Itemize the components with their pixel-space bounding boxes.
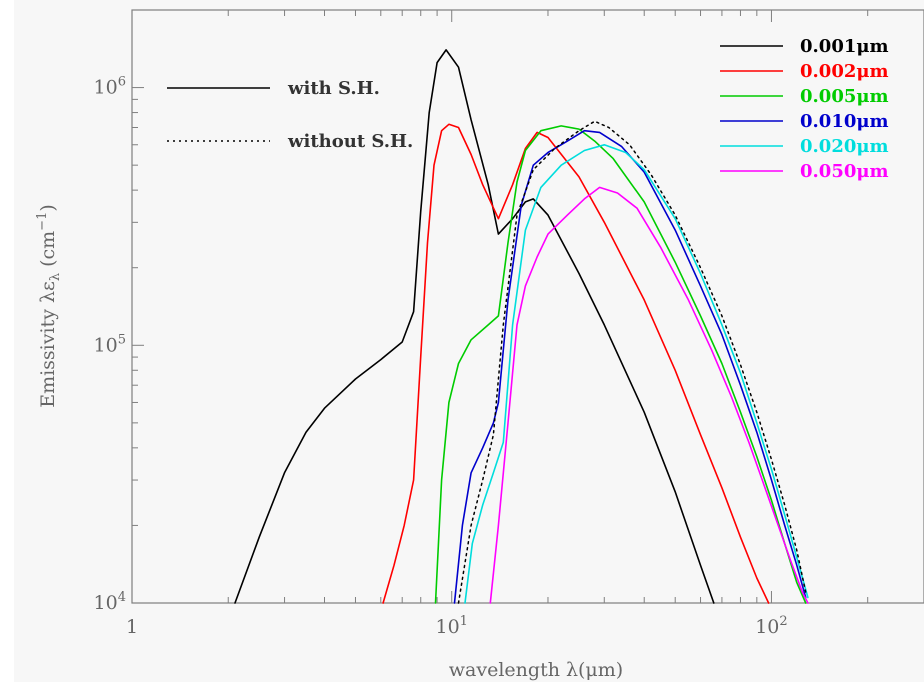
series-line-1 [382,123,770,604]
x-tick-label-base: 1 [126,616,138,638]
x-axis-label: wavelength λ(μm) [449,659,623,681]
x-tick-label: 101 [435,614,467,638]
series-line-without-sh [457,120,807,604]
x-tick-label-base: 10 [755,616,779,638]
series-line-3 [453,129,807,604]
y-tick-label-base: 10 [94,334,118,356]
x-tick-label-base: 10 [435,616,459,638]
y-axis-label-unit-close: ) [37,204,59,211]
y-tick-label: 106 [94,75,126,99]
x-tick-label: 102 [755,614,787,638]
y-axis-label-subscript: λ [48,273,63,281]
size-legend-label: 0.005μm [800,86,889,107]
y-axis-label-unit: (cm [37,231,59,267]
series-line-2 [434,125,807,604]
series-line-4 [464,144,809,604]
y-tick-label: 105 [94,332,126,356]
style-legend-label: without S.H. [287,131,413,152]
size-legend-label: 0.050μm [800,161,889,182]
x-tick-label-exponent: 2 [779,614,787,629]
size-legend-label: 0.002μm [800,61,889,82]
y-tick-label: 104 [94,590,126,614]
y-tick-label-exponent: 4 [118,590,126,605]
plot-area-background [14,0,924,682]
series-line-5 [489,186,809,604]
y-tick-label-base: 10 [94,592,118,614]
size-legend-label: 0.020μm [800,136,889,157]
size-legend-label: 0.010μm [800,111,889,132]
x-tick-label-exponent: 1 [460,614,468,629]
series-line-0 [234,49,715,604]
y-tick-label-base: 10 [94,77,118,99]
y-tick-label-exponent: 6 [118,75,126,90]
legend: with S.H. without S.H. 0.001μm 0.002μm 0.005… [167,36,889,182]
y-axis-label-unit-exponent: −1 [35,212,50,231]
style-legend-label: with S.H. [287,78,380,99]
plot-frame [131,9,924,604]
y-axis-label: Emissivity λελ (cm−1) [35,204,63,408]
y-axis-label-main: Emissivity λε [37,281,59,408]
x-tick-label: 1 [126,616,138,638]
series-lines [234,49,809,604]
size-legend-label: 0.001μm [800,36,889,57]
y-tick-label-exponent: 5 [118,332,126,347]
